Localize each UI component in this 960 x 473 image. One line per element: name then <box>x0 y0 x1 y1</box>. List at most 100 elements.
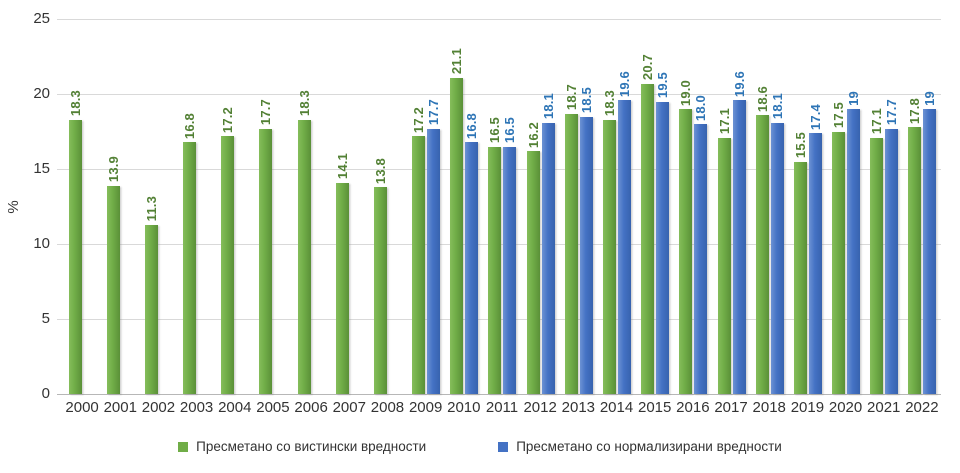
bar-label-real-2022: 17.8 <box>907 97 923 124</box>
x-tick-label-2021: 2021 <box>867 399 901 416</box>
x-tick-label-2015: 2015 <box>637 399 672 416</box>
bar-normalized-2015 <box>656 101 670 394</box>
bar-normalized-2021 <box>885 128 899 394</box>
bar-group-2007: 14.1 <box>330 19 368 394</box>
x-tick-label-2019: 2019 <box>790 399 825 416</box>
bar-group-2001: 13.9 <box>101 19 139 394</box>
bar-label-real-2012: 16.2 <box>525 121 541 148</box>
x-tick-label-2020: 2020 <box>828 399 863 416</box>
x-tick-label-2011: 2011 <box>485 399 519 416</box>
bar-real-2010 <box>450 77 464 394</box>
bar-label-real-2004: 17.2 <box>220 106 236 133</box>
bar-label-real-2003: 16.8 <box>182 112 198 139</box>
bar-normalized-2017 <box>732 100 746 394</box>
bar-real-2015 <box>641 83 655 394</box>
bar-real-2020 <box>832 131 846 394</box>
bar-normalized-2010 <box>465 142 479 394</box>
bar-real-2006 <box>297 119 311 394</box>
bar-real-2001 <box>106 185 120 394</box>
bar-normalized-2014 <box>618 100 631 394</box>
x-tick-label-2010: 2010 <box>447 399 481 416</box>
bar-group-2006: 18.3 <box>292 19 330 394</box>
bar-group-2018: 18.6 18.1 <box>750 19 788 394</box>
x-tick-label-2017: 2017 <box>714 399 748 416</box>
x-tick-label-2012: 2012 <box>523 399 557 416</box>
bar-label-normalized-2019: 17.4 <box>807 103 823 130</box>
x-tick-label-2013: 2013 <box>561 399 596 416</box>
bar-real-2008 <box>373 187 387 394</box>
bar-group-2008: 13.8 <box>368 19 406 394</box>
bar-real-2019 <box>793 161 807 394</box>
bar-group-2022: 17.8 19 <box>903 19 941 394</box>
bar-label-real-2002: 11.3 <box>143 196 159 222</box>
x-tick-label-2000: 2000 <box>65 399 99 416</box>
bar-label-real-2014: 18.3 <box>602 90 617 117</box>
bar-label-real-2009: 17.2 <box>411 106 427 133</box>
bar-real-2005 <box>259 128 273 394</box>
x-tick-label-2001: 2001 <box>103 399 137 416</box>
x-tick-label-2008: 2008 <box>370 399 405 416</box>
bar-group-2011: 16.5 16.5 <box>483 19 521 394</box>
bar-label-real-2019: 15.5 <box>792 132 808 159</box>
bar-real-2012 <box>526 151 540 394</box>
bar-normalized-2019 <box>808 133 822 394</box>
bar-label-real-2000: 18.3 <box>67 90 83 117</box>
legend-swatch-blue-icon <box>498 441 509 452</box>
bar-label-real-2001: 13.9 <box>105 156 121 183</box>
bar-group-2019: 15.5 17.4 <box>788 19 826 394</box>
bar-group-2021: 17.1 17.7 <box>865 19 903 394</box>
x-tick-label-2003: 2003 <box>179 399 214 416</box>
bar-normalized-2009 <box>427 128 441 394</box>
legend-label: Пресметано со нормализирани вредности <box>516 439 782 454</box>
bar-label-real-2005: 17.7 <box>258 99 274 126</box>
bar-label-normalized-2018: 18.1 <box>769 93 785 120</box>
bar-real-2017 <box>717 137 731 394</box>
gridline-y-20 <box>57 94 941 95</box>
legend: Пресметано со вистински вредности Пресме… <box>0 439 960 454</box>
bar-normalized-2022 <box>923 109 937 394</box>
bar-group-2003: 16.8 <box>178 19 216 394</box>
x-tick-label-2016: 2016 <box>676 399 710 416</box>
bar-group-2016: 19.0 18.0 <box>674 19 712 394</box>
bar-label-real-2020: 17.5 <box>831 102 847 129</box>
bar-real-2022 <box>908 127 922 394</box>
bar-label-real-2015: 20.7 <box>640 54 656 81</box>
x-tick-label-2002: 2002 <box>141 399 176 416</box>
bar-normalized-2013 <box>579 116 593 394</box>
bar-label-normalized-2017: 19.6 <box>731 70 747 97</box>
bar-label-normalized-2009: 17.7 <box>426 99 442 126</box>
bar-real-2000 <box>68 119 82 394</box>
bar-label-normalized-2013: 18.5 <box>578 87 594 114</box>
y-tick-label-20: 20 <box>33 85 50 102</box>
bar-label-real-2021: 17.1 <box>869 108 885 135</box>
bar-label-real-2008: 13.8 <box>372 157 388 184</box>
bar-label-normalized-2012: 18.1 <box>540 93 556 120</box>
x-tick-label-2009: 2009 <box>408 399 443 416</box>
bar-label-real-2018: 18.6 <box>754 85 770 112</box>
x-tick-label-2018: 2018 <box>752 399 786 416</box>
bar-normalized-2011 <box>503 146 517 394</box>
legend-item-real-values: Пресметано со вистински вредности <box>178 439 426 454</box>
bar-group-2005: 17.7 <box>254 19 292 394</box>
bar-label-real-2011: 16.5 <box>487 117 503 144</box>
bar-label-normalized-2015: 19.5 <box>655 72 671 99</box>
x-tick-label-2004: 2004 <box>218 399 252 416</box>
bar-real-2011 <box>488 146 502 394</box>
y-tick-label-10: 10 <box>33 235 50 252</box>
x-tick-label-2006: 2006 <box>294 399 328 416</box>
y-tick-label-15: 15 <box>33 160 50 177</box>
x-tick-label-2007: 2007 <box>332 399 366 416</box>
legend-label: Пресметано со вистински вредности <box>196 439 427 454</box>
bar-real-2007 <box>335 182 349 394</box>
bar-label-real-2010: 21.1 <box>449 48 465 75</box>
bar-group-2010: 21.1 16.8 <box>445 19 483 394</box>
bar-real-2016 <box>679 109 693 394</box>
y-tick-label-0: 0 <box>41 385 50 402</box>
bar-label-real-2016: 19.0 <box>678 79 694 106</box>
gridline-y-25 <box>57 19 941 20</box>
bar-group-2015: 20.7 19.5 <box>636 19 674 394</box>
x-axis-line <box>57 394 941 395</box>
y-tick-label-25: 25 <box>33 10 50 27</box>
bar-label-normalized-2010: 16.8 <box>464 112 480 139</box>
